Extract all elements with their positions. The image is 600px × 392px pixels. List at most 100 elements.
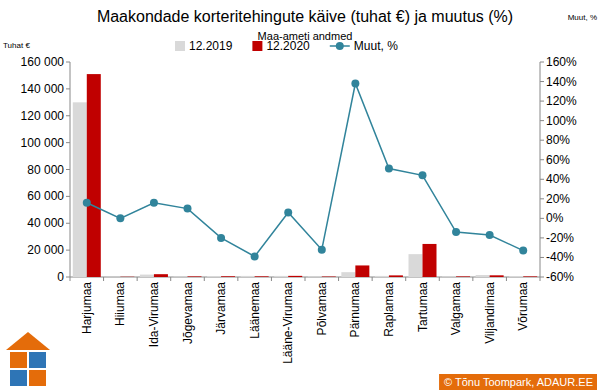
y2-tick [540, 218, 544, 219]
bar [409, 254, 423, 277]
logo-roof [6, 332, 50, 350]
x-tick-label: Järvamaa [214, 282, 228, 335]
y-label: Tuhat € [3, 41, 30, 50]
x-tick-label: Hiiumaa [113, 282, 127, 326]
y2-tick-label: 140% [546, 75, 577, 89]
bar [476, 275, 490, 277]
y2-tick [540, 257, 544, 258]
bar [308, 276, 322, 277]
marker [217, 234, 225, 242]
x-tick-label: Valgamaa [449, 282, 463, 335]
y2-tick [540, 198, 544, 199]
x-tick-label: Lääne-Virumaa [281, 282, 295, 364]
x-tick [137, 277, 138, 281]
y2-tick [540, 237, 544, 238]
title: Maakondade korteritehingute käive (tuhat… [97, 8, 513, 25]
x-tick-label: Võrumaa [516, 282, 530, 331]
marker [385, 165, 393, 173]
marker [351, 80, 359, 88]
chart: Maakondade korteritehingute käive (tuhat… [0, 0, 600, 392]
y-tick-label: 80 000 [27, 163, 64, 177]
y-tick-label: 140 000 [21, 82, 65, 96]
marker [419, 171, 427, 179]
marker [83, 199, 91, 207]
bar [423, 244, 437, 277]
y2-tick-label: 60% [546, 153, 570, 167]
bar [140, 275, 154, 277]
bar [188, 276, 202, 277]
bar [73, 102, 87, 277]
x-tick-label: Viljandimaa [483, 282, 497, 344]
x-tick [237, 277, 238, 281]
y2-tick-label: 80% [546, 133, 570, 147]
y2-tick-label: 40% [546, 172, 570, 186]
x-tick-label: Ida-Virumaa [147, 282, 161, 347]
bar [509, 276, 523, 277]
marker [251, 252, 259, 260]
bar [288, 276, 302, 277]
y-tick [66, 142, 70, 143]
line [87, 84, 523, 257]
x-tick-label: Raplamaa [382, 282, 396, 337]
y-tick-label: 0 [57, 270, 64, 284]
bar [154, 274, 168, 277]
logo-piece [10, 370, 27, 386]
y2-tick [540, 120, 544, 121]
x-tick-label: Läänemaa [248, 282, 262, 339]
y2-tick-label: 20% [546, 192, 570, 206]
bar [274, 276, 288, 277]
y2-tick [540, 62, 544, 63]
bar [221, 276, 235, 277]
bar [355, 265, 369, 277]
x-tick [472, 277, 473, 281]
legend-swatch [252, 41, 262, 51]
x-tick-label: Põlvamaa [315, 282, 329, 336]
y-tick [66, 250, 70, 251]
y-tick [66, 277, 70, 278]
y2-axis [540, 62, 541, 277]
legend-swatch [336, 42, 344, 50]
y2-tick [540, 140, 544, 141]
marker [486, 231, 494, 239]
bar [523, 276, 537, 277]
y-tick-label: 100 000 [21, 136, 65, 150]
x-tick [170, 277, 171, 281]
x-tick [372, 277, 373, 281]
y2-tick-label: 160% [546, 55, 577, 69]
legend-label: 12.2020 [266, 39, 310, 53]
bar [106, 276, 120, 277]
marker [519, 247, 527, 255]
logo-piece [29, 352, 46, 368]
x-tick-label: Jõgevamaa [181, 282, 195, 344]
bar [375, 276, 389, 277]
x-tick [70, 277, 71, 281]
y2-tick [540, 277, 544, 278]
y-tick [66, 196, 70, 197]
x-tick [338, 277, 339, 281]
logo-piece [29, 370, 46, 386]
x-tick [540, 277, 541, 281]
y2-tick [540, 81, 544, 82]
y2-tick-label: -60% [546, 270, 574, 284]
x-tick [204, 277, 205, 281]
y-tick [66, 62, 70, 63]
bar [207, 276, 221, 277]
x-tick [506, 277, 507, 281]
legend-label: 12.2019 [189, 39, 233, 53]
marker [452, 228, 460, 236]
x-tick [271, 277, 272, 281]
lines [83, 80, 527, 261]
x-tick-label: Tartumaa [416, 282, 430, 332]
bar [255, 276, 269, 277]
y-tick [66, 115, 70, 116]
y2-tick-label: 120% [546, 94, 577, 108]
y-tick [66, 223, 70, 224]
bar [87, 74, 101, 277]
y-tick [66, 169, 70, 170]
logo-piece [10, 352, 27, 368]
marker [184, 205, 192, 213]
y-tick-label: 40 000 [27, 216, 64, 230]
source: © Tõnu Toompark, ADAUR.EE [444, 376, 593, 388]
bar [442, 276, 456, 277]
bar [241, 276, 255, 277]
